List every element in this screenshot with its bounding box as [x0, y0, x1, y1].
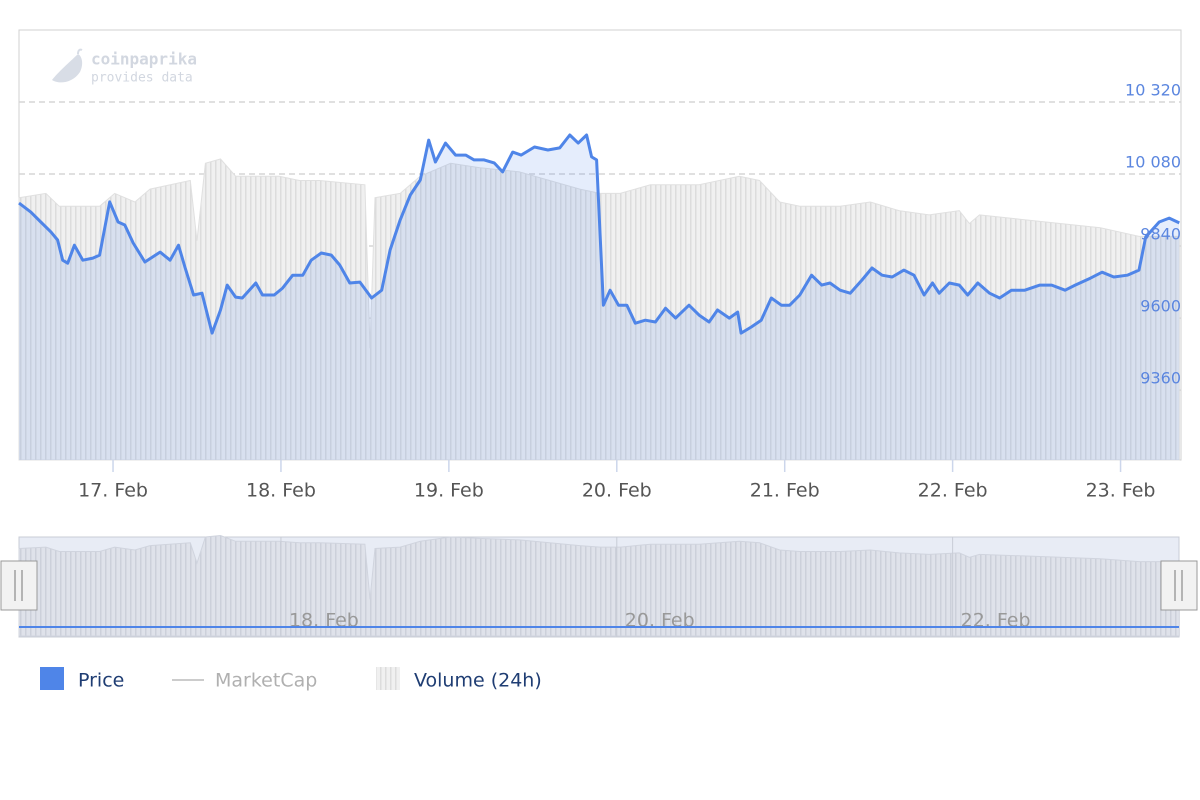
- navigator-handle-right[interactable]: [1160, 560, 1198, 611]
- watermark-subtitle: provides data: [91, 71, 193, 86]
- x-tick-label: 23. Feb: [1086, 480, 1156, 502]
- navigator-handle-left[interactable]: [0, 560, 38, 611]
- price-line: [18, 133, 1180, 335]
- y-tick-label: 9840: [1140, 225, 1181, 244]
- legend-label: Volume (24h): [414, 670, 542, 692]
- legend-item[interactable]: Volume (24h): [376, 667, 542, 692]
- price-area: [19, 135, 1180, 460]
- legend-label: MarketCap: [215, 670, 317, 692]
- navigator-tick-label: 18. Feb: [289, 610, 359, 632]
- x-tick-label: 21. Feb: [750, 480, 820, 502]
- y-tick-label: 9360: [1140, 369, 1181, 388]
- legend-label: Price: [78, 670, 124, 692]
- volume-area: [18, 158, 1180, 461]
- legend-item[interactable]: MarketCap: [172, 670, 317, 692]
- x-tick-label: 22. Feb: [918, 480, 988, 502]
- navigator-plot: 18. Feb 20. Feb 22. Feb: [18, 534, 1180, 637]
- x-tick-label: 20. Feb: [582, 480, 652, 502]
- legend-swatch: [376, 667, 400, 690]
- y-tick-label: 10 320: [1125, 81, 1181, 100]
- navigator-volume-area: [18, 534, 1180, 637]
- x-tick-label: 19. Feb: [414, 480, 484, 502]
- x-tick-label: 17. Feb: [78, 480, 148, 502]
- watermark-title: coinpaprika: [91, 50, 197, 69]
- legend-swatch: [40, 667, 64, 690]
- y-tick-label: 9600: [1140, 297, 1181, 316]
- watermark: coinpaprika provides data: [52, 48, 197, 86]
- y-tick-label: 10 080: [1125, 153, 1181, 172]
- legend-item[interactable]: Price: [40, 667, 124, 692]
- plot: 9360 9600 9840 10 080 10 320 17. Feb 18. Feb 19…: [18, 81, 1181, 502]
- x-tick-label: 18. Feb: [246, 480, 316, 502]
- navigator-tick-label: 20. Feb: [625, 610, 695, 632]
- legend: Price MarketCap Volume (24h): [40, 667, 542, 692]
- navigator-tick-label: 22. Feb: [961, 610, 1031, 632]
